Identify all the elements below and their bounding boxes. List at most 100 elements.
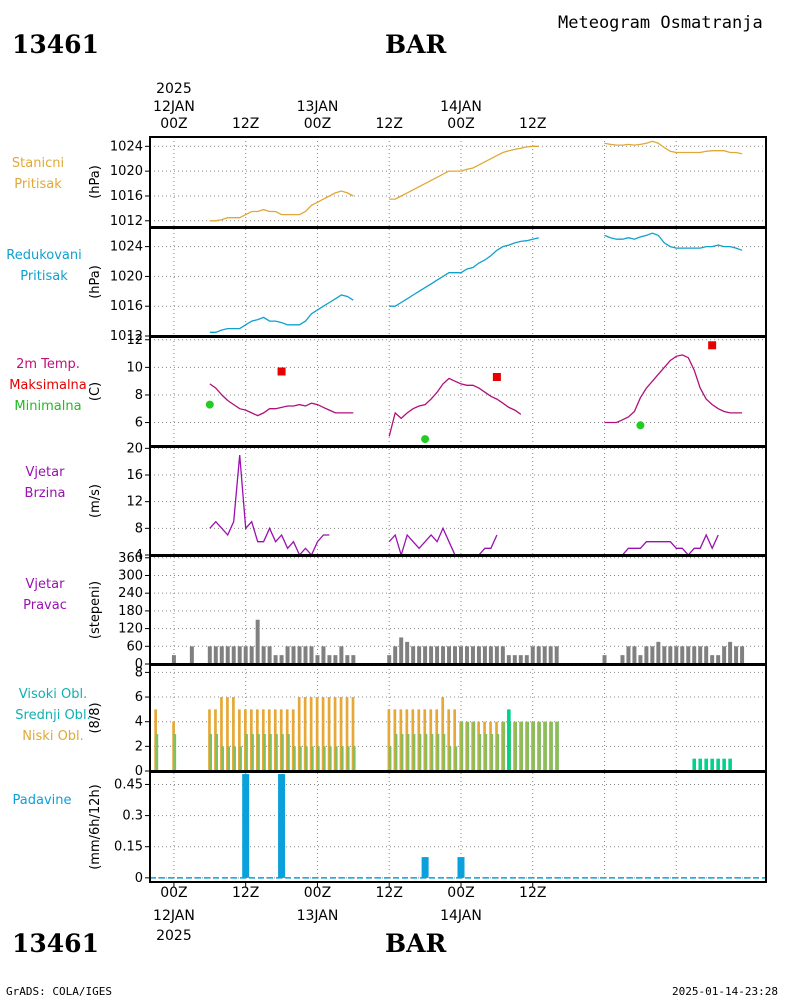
render-timestamp: 2025-01-14-23:28	[672, 985, 778, 998]
y-axis-label: (C)	[88, 382, 103, 401]
y-tick-label: 0	[135, 764, 143, 779]
mid-cloud-bar	[406, 734, 410, 771]
padavine-panel-frame	[149, 771, 767, 883]
direction-bar	[387, 655, 392, 664]
low-cloud-bar	[291, 709, 295, 771]
y-tick-label: 360	[118, 551, 143, 566]
label-oblaci-visoki: Visoki Obl.	[18, 687, 88, 702]
high-cloud-bar	[710, 758, 714, 771]
day-label-bottom: 14JAN	[440, 908, 482, 924]
year-label-top: 2025	[156, 81, 192, 97]
label-pravac-1: Vjetar	[25, 577, 65, 592]
mid-cloud-bar	[215, 734, 218, 771]
mid-cloud-bar	[322, 746, 326, 771]
direction-bar	[231, 646, 236, 664]
day-label-bottom: 12JAN	[153, 908, 195, 924]
low-cloud-bar	[351, 697, 355, 771]
y-tick-label: 0	[135, 871, 143, 886]
direction-bar	[459, 646, 463, 664]
oblaci-panel-frame	[149, 664, 767, 772]
label-temp-1: 2m Temp.	[16, 357, 80, 372]
y-tick-label: 8	[135, 521, 143, 536]
direction-bar	[656, 641, 661, 664]
time-tick-label-bottom: 12Z	[519, 885, 546, 901]
mid-cloud-bar	[514, 721, 518, 771]
direction-bar	[512, 655, 517, 664]
year-label-bottom: 2025	[156, 928, 192, 944]
y-tick-label: 60	[126, 639, 143, 654]
direction-bar	[285, 646, 290, 664]
direction-bar	[297, 646, 302, 664]
direction-bar	[524, 655, 529, 664]
direction-bar	[303, 646, 308, 664]
stanicni-series-line	[209, 190, 354, 222]
direction-bar	[243, 646, 248, 664]
time-tick-label-top: 12Z	[376, 116, 403, 132]
y-axis-label: (stepeni)	[88, 581, 103, 639]
direction-bar	[417, 646, 422, 664]
mid-cloud-bar	[239, 746, 242, 771]
label-redukovani: Redukovani Pritisak	[0, 245, 114, 287]
y-tick-label: 1012	[110, 214, 143, 229]
direction-bar	[219, 646, 224, 664]
label-oblaci-niski: Niski Obl.	[22, 729, 84, 744]
direction-bar	[429, 646, 434, 664]
label-stanicni-1: Stanicni	[11, 156, 65, 171]
mid-cloud-bar	[442, 734, 446, 771]
time-tick-label-top: 12Z	[519, 116, 546, 132]
direction-bar	[734, 646, 739, 664]
mid-cloud-bar	[287, 734, 290, 771]
time-tick-label-top: 00Z	[304, 116, 331, 132]
mid-cloud-bar	[454, 746, 458, 771]
low-cloud-bar	[447, 709, 451, 771]
y-axis-label: (mm/6h/12h)	[88, 784, 103, 870]
direction-bar	[189, 646, 194, 664]
low-cloud-bar	[297, 697, 301, 771]
time-tick-label-top: 00Z	[160, 116, 187, 132]
pravac-panel-frame	[149, 555, 767, 665]
y-tick-label: 1020	[110, 164, 143, 179]
low-cloud-bar	[327, 697, 331, 771]
precip-bar	[278, 774, 286, 878]
direction-bar	[237, 646, 242, 664]
y-tick-label: 1020	[110, 269, 143, 284]
direction-bar	[339, 646, 344, 664]
mid-cloud-bar	[496, 734, 500, 771]
label-padavine-1: Padavine	[12, 793, 72, 808]
mid-cloud-bar	[478, 734, 482, 771]
direction-bar	[662, 646, 667, 664]
y-tick-label: 1016	[110, 299, 143, 314]
direction-bar	[351, 655, 356, 664]
y-tick-label: 6	[135, 690, 143, 705]
direction-bar	[333, 655, 338, 664]
low-cloud-bar	[453, 709, 457, 771]
mid-cloud-bar	[472, 721, 476, 771]
station-id-bottom: 13461	[12, 929, 99, 958]
direction-bar	[536, 646, 541, 664]
low-cloud-bar	[345, 697, 349, 771]
direction-bar	[453, 646, 457, 664]
redukovani-series-line	[604, 232, 743, 251]
direction-bar	[279, 655, 284, 664]
time-tick-label-bottom: 12Z	[232, 885, 259, 901]
mid-cloud-bar	[305, 746, 308, 771]
mid-cloud-bar	[394, 734, 398, 771]
mid-cloud-bar	[436, 734, 440, 771]
direction-bar	[740, 646, 745, 664]
y-tick-label: 4	[135, 715, 143, 730]
mid-cloud-bar	[484, 734, 488, 771]
mid-cloud-bar	[532, 721, 535, 771]
low-cloud-bar	[226, 697, 229, 771]
redukovani-series-line	[209, 294, 354, 333]
max-temp-marker	[492, 373, 501, 382]
mid-cloud-bar	[400, 734, 404, 771]
direction-bar	[441, 646, 446, 664]
direction-bar	[393, 646, 398, 664]
direction-bar	[291, 646, 296, 664]
direction-bar	[207, 646, 212, 664]
direction-bar	[632, 646, 637, 664]
direction-bar	[423, 646, 428, 664]
redukovani-series-line	[389, 237, 539, 307]
label-padavine: Padavine	[0, 790, 112, 811]
